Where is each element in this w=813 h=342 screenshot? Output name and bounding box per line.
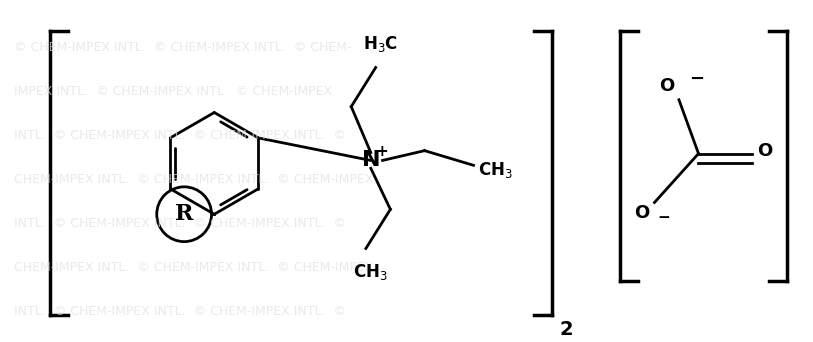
Text: N: N (362, 150, 380, 170)
Text: O: O (757, 142, 772, 160)
Text: O: O (659, 77, 674, 95)
Text: CHEM-IMPEX INTL.  © CHEM-IMPEX INTL.  © CHEM-IMPEX: CHEM-IMPEX INTL. © CHEM-IMPEX INTL. © CH… (14, 261, 373, 274)
Text: CH$_3$: CH$_3$ (354, 262, 388, 282)
Text: CHEM-IMPEX INTL.  © CHEM-IMPEX INTL.  © CHEM-IMPEX: CHEM-IMPEX INTL. © CHEM-IMPEX INTL. © CH… (14, 173, 373, 186)
Text: O: O (634, 205, 650, 222)
Text: CH$_3$: CH$_3$ (478, 160, 512, 180)
Text: H$_3$C: H$_3$C (363, 34, 398, 54)
Text: −: − (658, 210, 670, 225)
Text: INTL.  © CHEM-IMPEX INTL.  © CHEM-IMPEX INTL.  ©: INTL. © CHEM-IMPEX INTL. © CHEM-IMPEX IN… (14, 217, 346, 230)
Text: INTL.  © CHEM-IMPEX INTL.  © CHEM-IMPEX INTL.  ©: INTL. © CHEM-IMPEX INTL. © CHEM-IMPEX IN… (14, 129, 346, 142)
Text: R: R (175, 203, 193, 225)
Text: 2: 2 (559, 320, 573, 339)
Text: C: C (701, 150, 702, 152)
Text: INTL.  © CHEM-IMPEX INTL.  © CHEM-IMPEX INTL.  ©: INTL. © CHEM-IMPEX INTL. © CHEM-IMPEX IN… (14, 305, 346, 318)
Text: +: + (375, 144, 388, 159)
Text: IMPEX INTL.  © CHEM-IMPEX INTL.  © CHEM-IMPEX: IMPEX INTL. © CHEM-IMPEX INTL. © CHEM-IM… (14, 85, 332, 98)
Text: −: − (689, 70, 704, 88)
Text: © CHEM-IMPEX INTL.  © CHEM-IMPEX INTL.  © CHEM-: © CHEM-IMPEX INTL. © CHEM-IMPEX INTL. © … (14, 41, 351, 54)
